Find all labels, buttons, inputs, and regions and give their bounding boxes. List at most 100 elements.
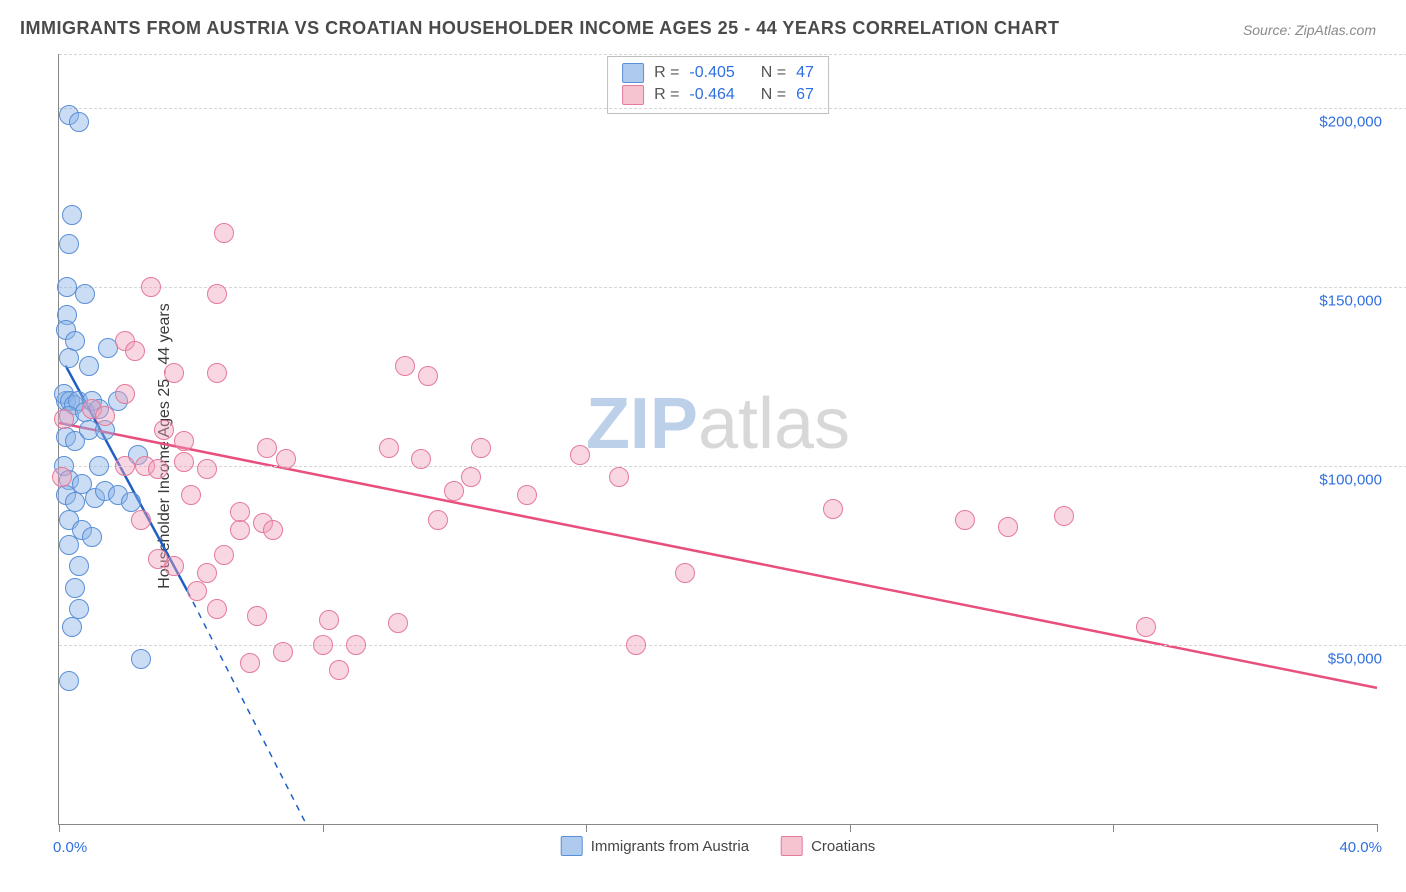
croatia-point (148, 459, 168, 479)
x-axis-min-label: 0.0% (53, 839, 87, 856)
croatia-point (313, 635, 333, 655)
croatia-point (257, 438, 277, 458)
croatia-point (207, 284, 227, 304)
croatia-point (418, 366, 438, 386)
x-tick (1377, 824, 1378, 832)
croatia-point (207, 599, 227, 619)
croatia-point (197, 459, 217, 479)
n-label: N = (761, 64, 786, 82)
x-axis-max-label: 40.0% (1339, 839, 1382, 856)
austria-point (62, 205, 82, 225)
gridline (59, 108, 1406, 109)
croatia-point (141, 277, 161, 297)
y-tick-label: $200,000 (1319, 113, 1382, 130)
gridline (59, 54, 1406, 55)
croatia-point (1136, 617, 1156, 637)
croatia-point (115, 456, 135, 476)
croatia-point (52, 467, 72, 487)
x-tick (586, 824, 587, 832)
croatia-point (1054, 506, 1074, 526)
legend: Immigrants from Austria Croatians (561, 836, 876, 856)
croatia-point (95, 406, 115, 426)
croatia-point (115, 384, 135, 404)
croatia-point (174, 452, 194, 472)
croatia-point (164, 363, 184, 383)
r-value: -0.464 (689, 86, 734, 104)
croatia-point (181, 485, 201, 505)
trend-lines-layer (59, 54, 1377, 824)
austria-point (65, 578, 85, 598)
austria-point (121, 492, 141, 512)
n-value: 47 (796, 64, 814, 82)
croatia-point (823, 499, 843, 519)
croatia-point (273, 642, 293, 662)
croatia-point (461, 467, 481, 487)
n-value: 67 (796, 86, 814, 104)
croatia-point (230, 520, 250, 540)
legend-swatch (561, 836, 583, 856)
croatia-point (319, 610, 339, 630)
croatia-point (346, 635, 366, 655)
croatia-point (570, 445, 590, 465)
croatia-point (517, 485, 537, 505)
austria-point (69, 112, 89, 132)
croatia-point (471, 438, 491, 458)
croatia-point (174, 431, 194, 451)
croatia-point (395, 356, 415, 376)
gridline (59, 466, 1406, 467)
gridline (59, 287, 1406, 288)
x-tick (1113, 824, 1114, 832)
croatia-point (214, 545, 234, 565)
legend-label: Croatians (811, 838, 875, 855)
austria-point (82, 527, 102, 547)
croatia-point (626, 635, 646, 655)
croatia-point (411, 449, 431, 469)
gridline (59, 645, 1406, 646)
croatia-point (125, 341, 145, 361)
croatia-point (388, 613, 408, 633)
series-swatch (622, 85, 644, 105)
croatia-point (428, 510, 448, 530)
legend-label: Immigrants from Austria (591, 838, 749, 855)
croatia-point (444, 481, 464, 501)
r-value: -0.405 (689, 64, 734, 82)
stats-row: R = -0.405 N = 47 (622, 63, 814, 83)
austria-point (69, 556, 89, 576)
croatia-point (247, 606, 267, 626)
croatia-point (609, 467, 629, 487)
croatia-point (329, 660, 349, 680)
austria-point (59, 348, 79, 368)
scatter-plot-area: ZIPatlas R =-0.405N =47R =-0.464N =67 Im… (58, 54, 1377, 825)
croatia-point (164, 556, 184, 576)
croatia-point (131, 510, 151, 530)
n-label: N = (761, 86, 786, 104)
y-tick-label: $50,000 (1328, 650, 1382, 667)
croatia-point (675, 563, 695, 583)
legend-item: Immigrants from Austria (561, 836, 749, 856)
croatia-point (276, 449, 296, 469)
austria-point (57, 277, 77, 297)
croatia-point (154, 420, 174, 440)
croatia-point (214, 223, 234, 243)
croatia-point (197, 563, 217, 583)
trend-line (188, 591, 307, 824)
austria-point (75, 284, 95, 304)
r-label: R = (654, 86, 679, 104)
croatia-point (998, 517, 1018, 537)
croatia-point (240, 653, 260, 673)
legend-item: Croatians (781, 836, 875, 856)
chart-title: IMMIGRANTS FROM AUSTRIA VS CROATIAN HOUS… (20, 18, 1060, 39)
croatia-point (207, 363, 227, 383)
source-attribution: Source: ZipAtlas.com (1243, 22, 1376, 38)
stats-row: R = -0.464 N = 67 (622, 85, 814, 105)
austria-point (79, 356, 99, 376)
series-swatch (622, 63, 644, 83)
y-tick-label: $150,000 (1319, 292, 1382, 309)
r-label: R = (654, 64, 679, 82)
y-tick-label: $100,000 (1319, 471, 1382, 488)
austria-point (59, 234, 79, 254)
austria-point (89, 456, 109, 476)
x-tick (59, 824, 60, 832)
croatia-point (955, 510, 975, 530)
austria-point (62, 617, 82, 637)
